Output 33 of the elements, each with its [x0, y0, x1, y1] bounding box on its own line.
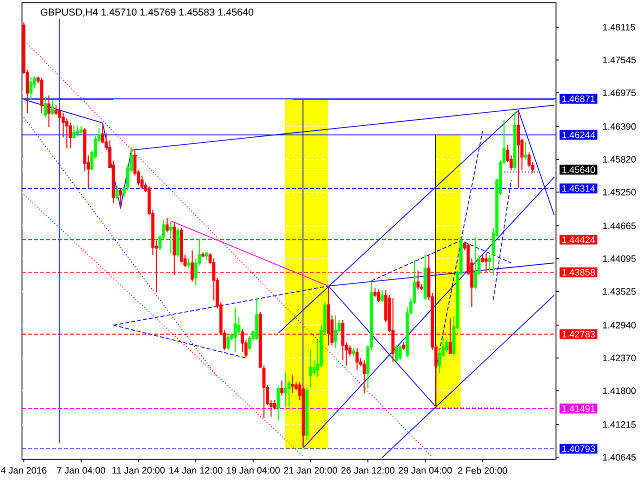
x-tick-label: 29 Jan 04:00 — [398, 467, 452, 474]
ref-line-label: 1.40793 — [562, 445, 595, 452]
x-tick-label: 11 Jan 20:00 — [112, 467, 165, 474]
ref-line-label: 1.46244 — [562, 132, 596, 138]
y-tick-label: 1.45250 — [603, 188, 636, 196]
x-tick-label: 19 Jan 04:00 — [226, 467, 280, 474]
x-tick-label: 14 Jan 12:00 — [170, 467, 222, 474]
y-tick-label: 1.47545 — [603, 56, 636, 64]
y-tick-label: 1.42940 — [603, 322, 636, 328]
x-tick-label: 26 Jan 12:00 — [341, 467, 394, 474]
y-tick-label: 1.43525 — [603, 288, 636, 295]
ref-line-label: 1.42783 — [562, 330, 595, 338]
y-tick-label: 1.40645 — [603, 454, 636, 461]
y-tick-label: 1.46975 — [603, 90, 636, 96]
x-tick-label: 4 Jan 2016 — [0, 467, 46, 474]
y-tick-label: 1.44095 — [603, 255, 636, 262]
ref-line-label: 1.45314 — [562, 185, 596, 192]
y-tick-label: 1.44665 — [603, 222, 636, 230]
y-tick-label: 1.42370 — [603, 354, 636, 362]
y-tick-label: 1.41800 — [603, 387, 636, 394]
text: GBPUSD,H4 1.45710 1.45769 1.45583 1.45640 — [40, 8, 254, 17]
y-tick-label: 1.45820 — [603, 156, 636, 163]
ref-line-label: 1.46871 — [562, 96, 595, 102]
y-tick-label: 1.41215 — [603, 421, 636, 428]
ref-line-label: 1.45640 — [562, 166, 595, 173]
ref-line-label: 1.44424 — [562, 236, 596, 243]
y-tick-label: 1.48115 — [603, 24, 636, 30]
x-tick-label: 21 Jan 20:00 — [284, 467, 338, 474]
y-tick-label: 1.46390 — [603, 123, 636, 130]
ref-line-label: 1.41491 — [562, 405, 595, 412]
ref-line-label: 1.43858 — [562, 268, 595, 276]
x-tick-label: 2 Feb 20:00 — [458, 467, 508, 474]
x-tick-label: 7 Jan 04:00 — [57, 467, 106, 474]
